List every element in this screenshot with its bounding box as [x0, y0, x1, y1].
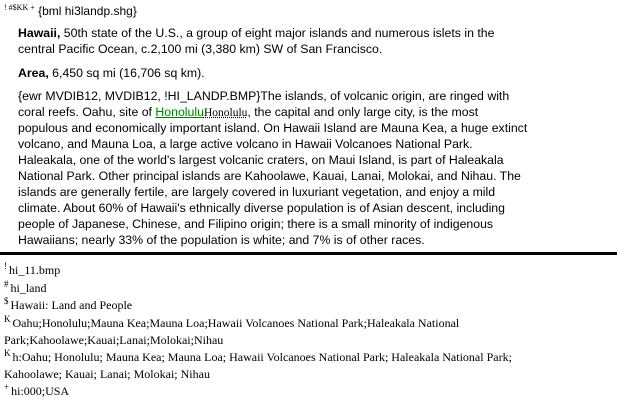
footnote: # hi_land	[4, 280, 47, 297]
footnote-mark: $	[4, 296, 9, 306]
term-hawaii: Hawaii,	[18, 26, 61, 40]
footnote-text: Park;Kahoolawe;Kauai;Lanai;Molokai;Nihau	[4, 333, 224, 347]
baggage-code: {bml hi3landp.shg}	[38, 4, 137, 18]
footnote: + hi:000;USA	[4, 383, 69, 400]
intro-text: 50th state of the U.S., a group of eight…	[60, 26, 495, 40]
footnote-marks-line: ! #$KK + {bml hi3landp.shg}	[4, 3, 137, 18]
footnote-text: hi_11.bmp	[9, 263, 61, 277]
para-line: {ewr MVDIB12, MVDIB12, !HI_LANDP.BMP}The…	[18, 89, 510, 103]
para-line: islands are generally fertile, are large…	[18, 185, 496, 199]
footnote-mark: !	[4, 261, 7, 271]
footnote: ! hi_11.bmp	[4, 262, 60, 279]
honolulu-link[interactable]: Honolulu	[155, 105, 204, 119]
intro-line-2: central Pacific Ocean, c.2,100 mi (3,380…	[18, 42, 383, 56]
hidden-jump-target: Honolulu	[203, 107, 248, 119]
para-line: National Park. Other principal islands a…	[18, 169, 521, 183]
para-line: Haleakala, one of the world's largest vo…	[18, 153, 504, 167]
footnote-mark: K	[4, 314, 11, 324]
footnote-text: Hawaii: Land and People	[10, 298, 133, 312]
area-line: Area, 6,450 sq mi (16,706 sq km).	[18, 65, 205, 81]
footnote-text: hi_land	[10, 281, 47, 295]
para-text: , the capital and only large city, is th…	[247, 105, 479, 119]
intro-line-1: Hawaii, 50th state of the U.S., a group …	[18, 25, 494, 41]
para-line: populous and economically important isla…	[18, 121, 528, 135]
footnote: $ Hawaii: Land and People	[4, 297, 132, 314]
para-line: Hawaiians; nearly 33% of the population …	[18, 233, 425, 247]
footnote: K Oahu;Honolulu;Mauna Kea;Mauna Loa;Hawai…	[4, 315, 459, 349]
footnote-mark: #	[4, 279, 9, 289]
footnote-text: Kahoolawe; Kauai; Lanai; Molokai; Nihau	[4, 367, 210, 381]
footnote-text: h:Oahu; Honolulu; Mauna Kea; Mauna Loa; …	[12, 350, 512, 364]
term-area: Area,	[18, 66, 49, 80]
para-line: volcano, and Mauna Loa, a large active v…	[18, 137, 473, 151]
footnote-text: hi:000;USA	[11, 384, 70, 398]
footnote-text: Oahu;Honolulu;Mauna Kea;Mauna Loa;Hawaii…	[12, 316, 460, 330]
para-text: coral reefs. Oahu, site of	[18, 105, 156, 119]
footnote-mark: +	[4, 382, 10, 392]
para-line: climate. About 60% of Hawaii's ethnicall…	[18, 201, 505, 215]
topic-divider	[0, 252, 617, 255]
footnote-marks: ! #$KK +	[4, 3, 35, 12]
footnote-mark: K	[4, 348, 11, 358]
para-line: people of Japanese, Chinese, and Filipin…	[18, 217, 494, 231]
para-line: coral reefs. Oahu, site of HonoluluHonol…	[18, 104, 478, 121]
area-text: 6,450 sq mi (16,706 sq km).	[48, 66, 205, 80]
